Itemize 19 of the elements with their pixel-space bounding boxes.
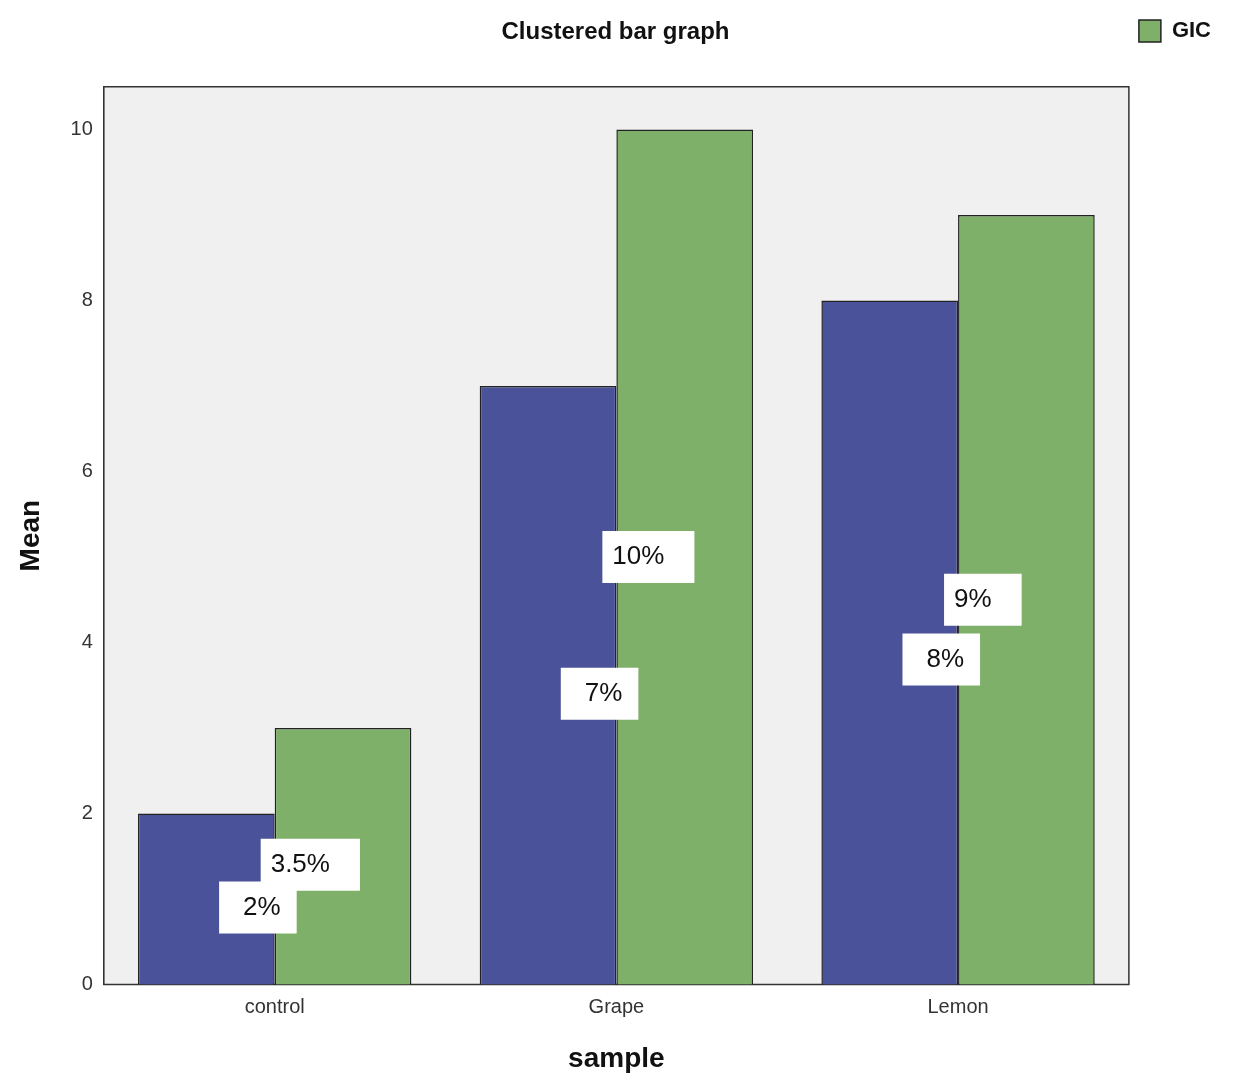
y-tick-label: 0	[81, 971, 93, 994]
y-tick-label: 6	[81, 459, 93, 481]
x-tick-label: Lemon	[927, 994, 989, 1017]
annotation: 2%	[243, 890, 281, 921]
x-tick-label: Grape	[588, 994, 645, 1017]
annotation: 9%	[954, 582, 992, 613]
legend-label: GIC	[1171, 17, 1212, 43]
y-tick-label: 2	[81, 800, 93, 823]
x-axis-title: sample	[568, 1041, 665, 1073]
y-tick-label: 10	[70, 117, 93, 140]
annotation: 8%	[926, 642, 965, 673]
annotation: 7%	[584, 676, 623, 707]
annotation: 10%	[612, 540, 665, 571]
chart-title: Clustered bar graph	[501, 17, 730, 45]
y-tick-label: 4	[81, 629, 93, 652]
annotation: 3.5%	[270, 847, 330, 878]
y-axis-title: Mean	[13, 499, 45, 572]
y-tick-label: 8	[81, 288, 93, 311]
x-tick-label: control	[244, 994, 305, 1017]
